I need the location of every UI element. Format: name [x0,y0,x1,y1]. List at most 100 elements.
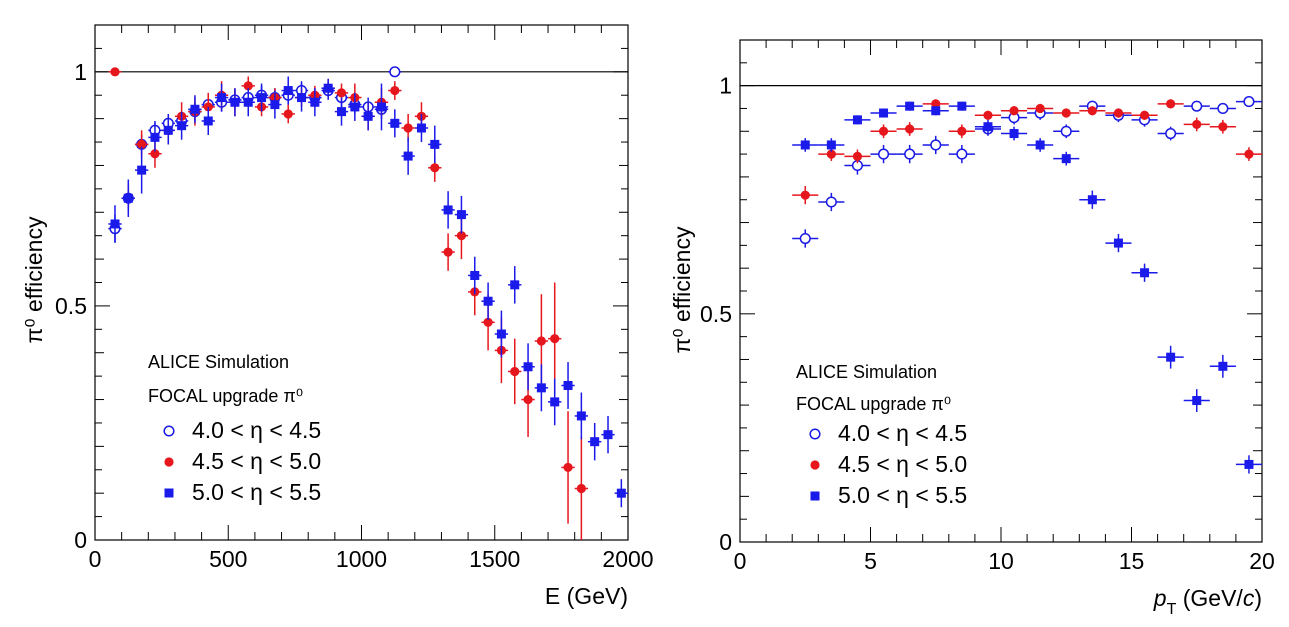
x-tick-label: 0 [734,548,747,574]
data-point [957,126,967,136]
data-point [523,362,533,372]
data-point [483,317,493,327]
data-point [826,149,836,159]
data-point [257,93,267,103]
y-tick-label: 0 [719,529,732,555]
legend-header: ALICE Simulation [796,362,937,382]
data-point [110,67,120,77]
data-point [1166,99,1176,109]
data-point [416,123,426,133]
data-point [1166,352,1176,362]
x-tick-label: 20 [1249,548,1275,574]
data-point [297,93,307,103]
data-point [536,336,546,346]
data-point [110,219,120,229]
x-tick-label: 500 [209,546,247,572]
x-axis-title: pT (GeV/c) [1153,585,1262,618]
data-point [243,97,253,107]
data-point [931,99,941,109]
chart-panel-2: 0 5 10 15 20 0 0.5 1 π⁰ efficiency pT (GeV/c) ALIC… [669,39,1275,618]
data-point [150,132,160,142]
data-point [904,148,916,160]
series-2 [108,67,589,540]
x-axis-title: E (GeV) [545,583,628,609]
chart-panel-1: 0 500 1000 1500 2000 0 0.5 1 π⁰ efficiency E (GeV… [21,24,654,609]
data-point [879,108,889,118]
data-point [852,151,863,161]
legend-marker [164,457,174,467]
plot-frame [94,24,629,541]
data-point [957,101,967,111]
data-point [1061,154,1071,164]
data-point [1165,128,1177,140]
data-point [403,123,413,133]
data-point [983,110,993,120]
y-axis-title: π⁰ efficiency [21,216,47,343]
x-tick-label: 5 [864,548,877,574]
legend: ALICE Simulation FOCAL upgrade π⁰ 4.0 < η … [796,362,967,508]
data-point [563,462,573,473]
data-point [470,270,480,280]
data-point [878,126,889,136]
x-tick-label: 15 [1119,548,1145,574]
y-tick-label: 0 [74,527,87,553]
data-point [1218,122,1228,132]
legend: ALICE Simulation FOCAL upgrade π⁰ 4.0 < η … [148,352,321,505]
data-point [283,86,293,96]
data-point [852,115,862,125]
data-point [800,140,810,150]
data-point [137,165,147,175]
legend-label: 4.0 < η < 4.5 [192,417,321,443]
x-tick-label: 2000 [602,546,653,572]
data-point [1113,238,1123,248]
data-point [1191,100,1203,112]
data-point [576,411,586,421]
data-point [590,437,600,447]
data-point [563,381,573,390]
series-3 [108,76,628,508]
data-point [310,97,320,107]
data-point [826,140,836,150]
data-point [350,102,360,112]
data-point [483,296,493,306]
data-point [799,232,811,245]
data-point [496,329,506,339]
data-point [430,163,440,173]
data-point [137,139,147,149]
data-point [1140,268,1150,278]
x-tick-label: 1500 [469,546,520,572]
legend-label: 4.5 < η < 5.0 [838,451,967,477]
data-point [1087,106,1097,116]
data-point [323,83,333,93]
data-point [510,366,520,377]
data-point [390,85,400,96]
y-tick-label: 0.5 [55,293,87,319]
y-axis-title: π⁰ efficiency [669,226,695,353]
data-point [1035,140,1045,150]
data-point [536,383,546,393]
data-point [1192,396,1202,406]
data-point [905,124,915,134]
data-point [150,149,160,159]
data-point [1060,125,1072,137]
y-tick-label: 1 [74,59,87,85]
data-point [523,394,533,405]
data-point [1087,195,1097,205]
data-point [363,111,373,121]
data-point [510,280,520,290]
data-point [1061,108,1071,118]
data-point [576,483,586,494]
data-point [443,205,453,215]
data-point [337,107,347,117]
legend-marker [164,488,174,498]
data-point [190,104,200,114]
legend-header: FOCAL upgrade π⁰ [796,394,951,414]
series-3 [792,101,1262,474]
data-point [603,430,613,440]
data-point [1218,361,1228,371]
data-point [1009,106,1019,116]
data-point [616,488,626,498]
data-point [430,139,440,149]
data-point [403,151,413,161]
data-point [230,97,240,107]
